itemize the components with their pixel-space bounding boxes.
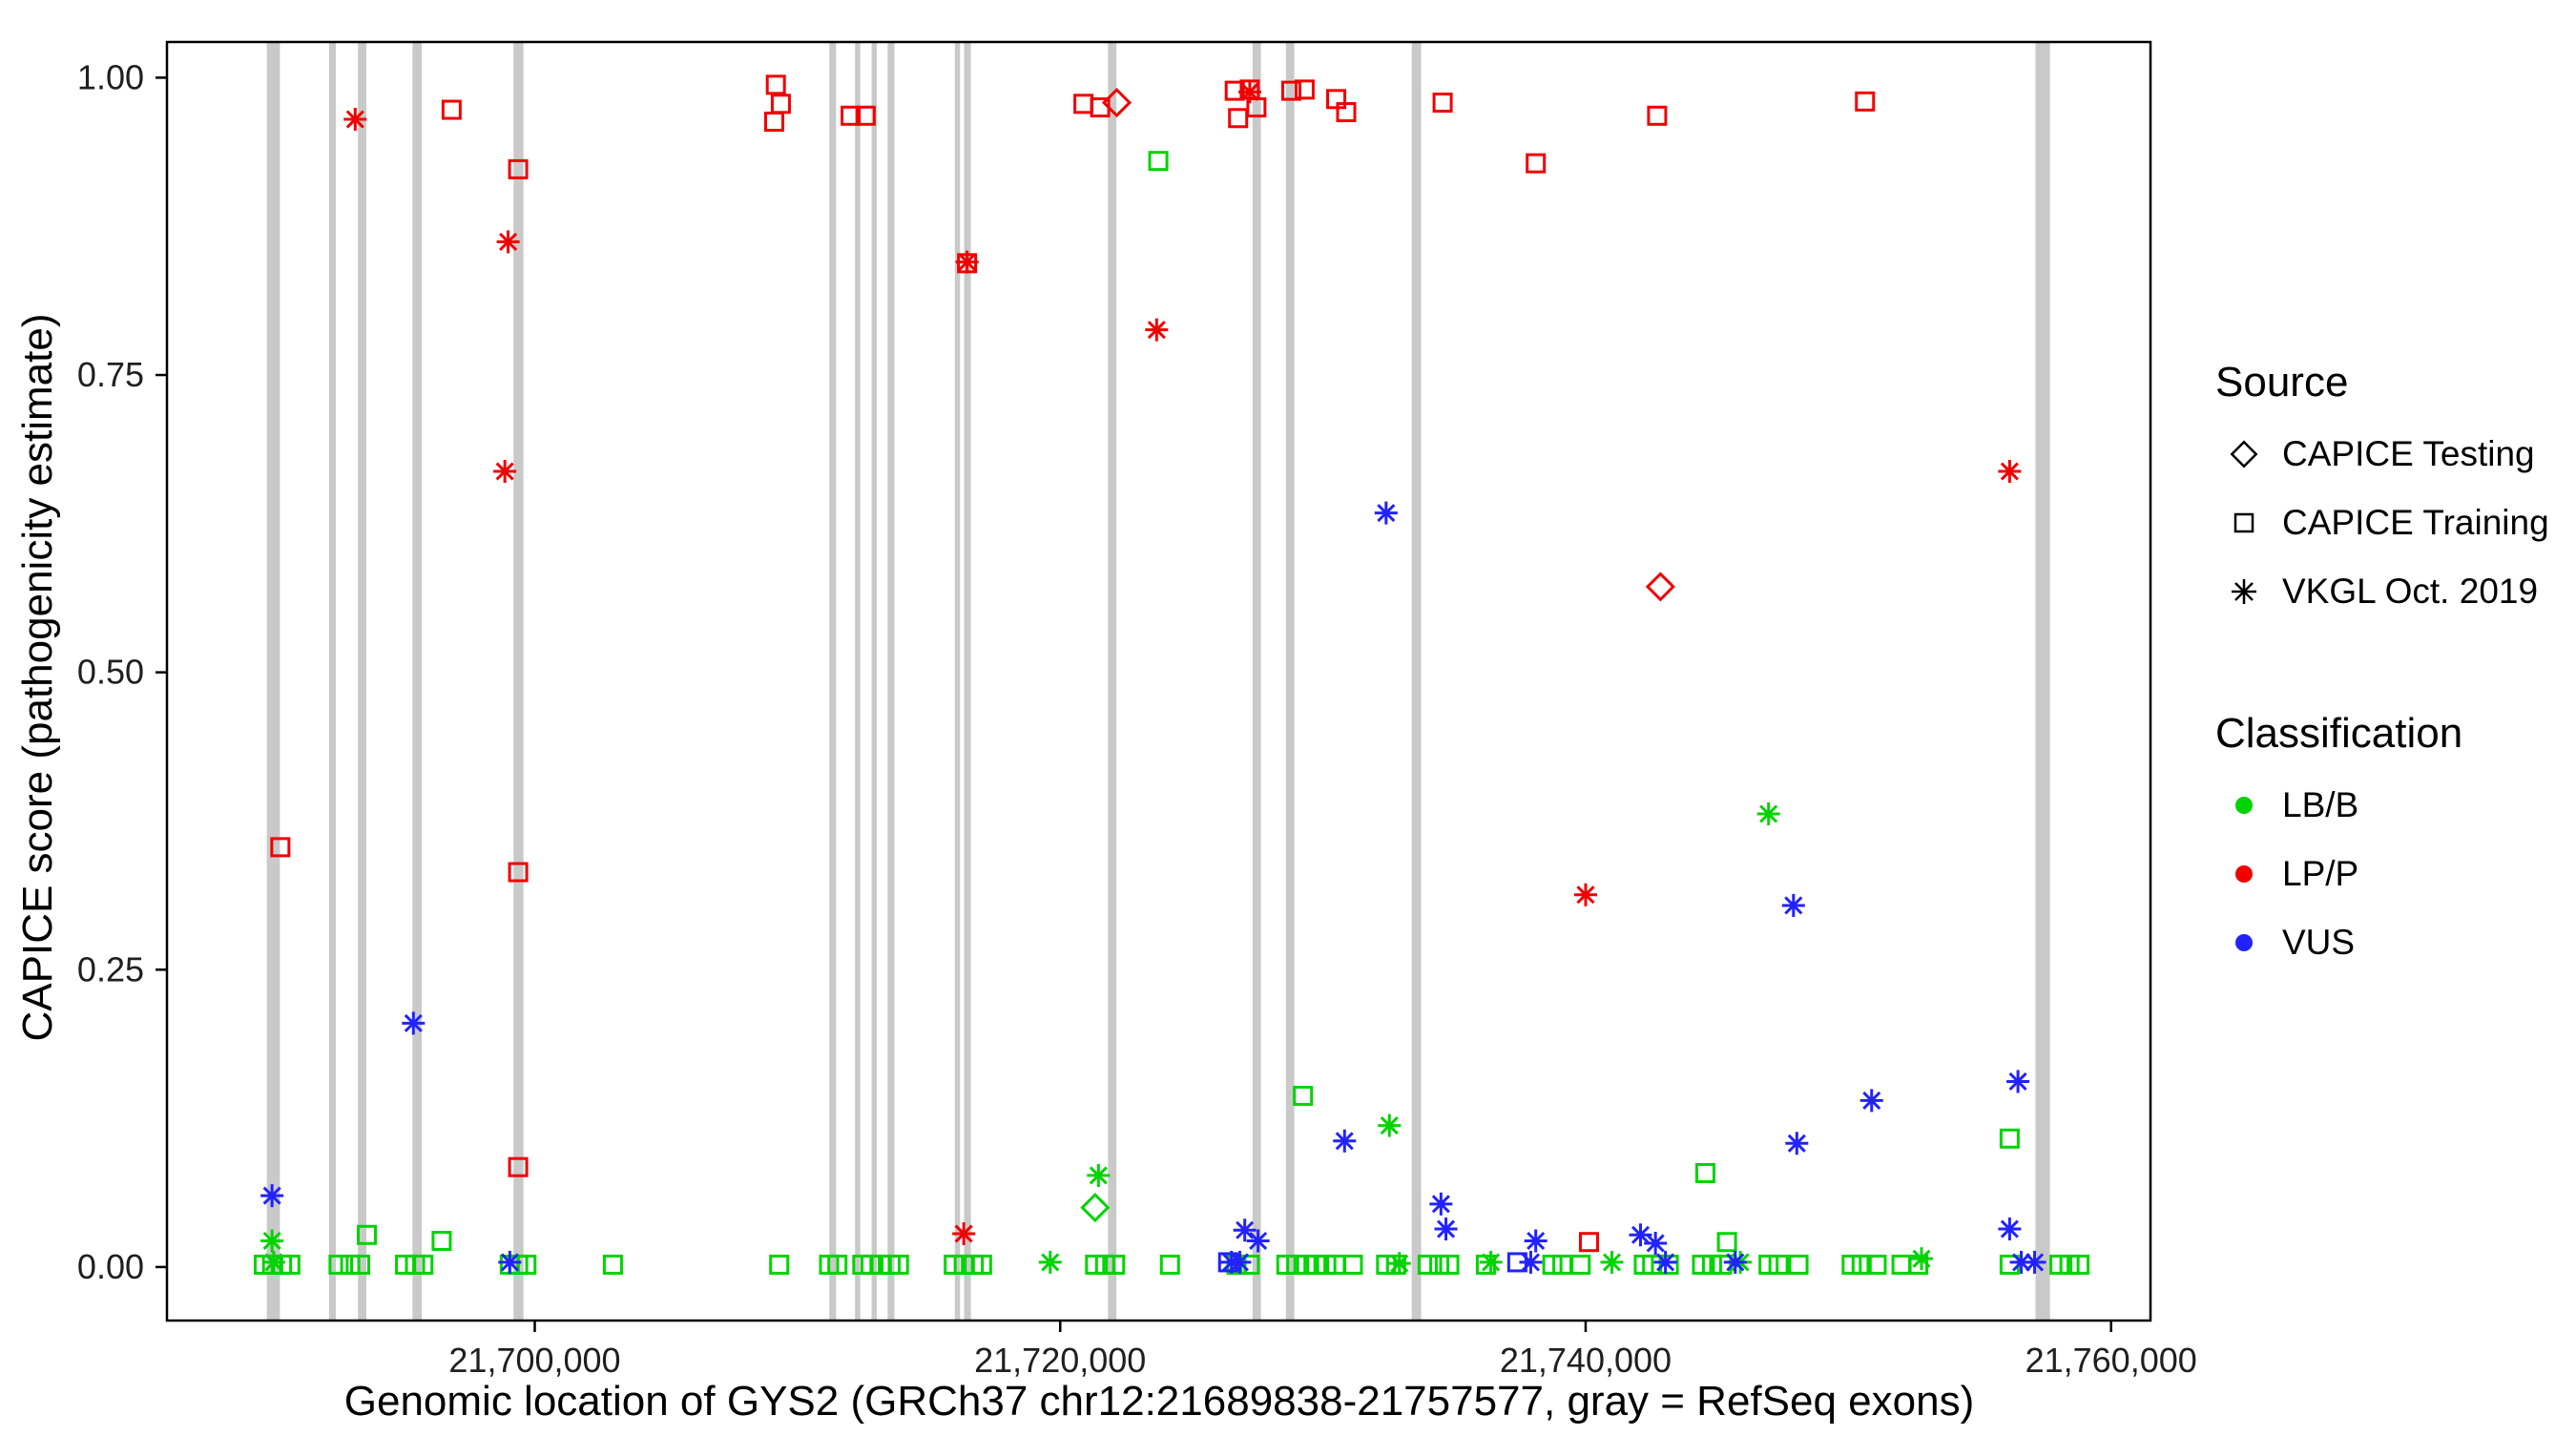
data-points [253, 74, 2090, 1276]
legend-item-vus: VUS [2215, 908, 2462, 977]
vus-dot-icon [2235, 934, 2253, 951]
exon-bar [855, 42, 861, 1321]
legend-item-lpp: LP/P [2215, 840, 2462, 908]
exon-bar [1411, 42, 1422, 1321]
exon-bar [1285, 42, 1295, 1321]
series-capice-training-lbb [253, 151, 2090, 1275]
x-tick-label: 21,720,000 [974, 1341, 1146, 1380]
series-capice-testing-lpp [1101, 88, 1675, 602]
diamond-icon [2230, 440, 2258, 468]
square-icon [2233, 512, 2254, 533]
legend-classification: Classification LB/B LP/P VUS [2215, 710, 2462, 977]
exon-bar [266, 42, 280, 1321]
lbb-dot-icon [2235, 797, 2253, 814]
legend-item-label: LB/B [2282, 785, 2359, 824]
legend-item-label: CAPICE Training [2282, 503, 2549, 542]
y-tick-label: 0.75 [77, 355, 144, 394]
legend-classification-title: Classification [2215, 710, 2463, 757]
exon-bar [871, 42, 878, 1321]
exon-bar [964, 42, 971, 1321]
y-tick-label: 1.00 [77, 57, 144, 96]
legend-item-label: LP/P [2282, 854, 2359, 893]
legend-item-capice-training: CAPICE Training [2215, 489, 2549, 557]
y-tick-label: 0.50 [77, 653, 144, 692]
exon-bar [328, 42, 337, 1321]
exon-bar [513, 42, 524, 1321]
legend-item-label: CAPICE Testing [2282, 434, 2535, 473]
legend-item-lbb: LB/B [2215, 771, 2462, 840]
series-vkgl-lbb [260, 801, 1934, 1276]
legend-source-title: Source [2215, 359, 2349, 406]
exon-bar [829, 42, 837, 1321]
series-capice-training-lpp [270, 74, 1876, 1253]
x-axis-title: Genomic location of GYS2 (GRCh37 chr12:2… [343, 1378, 1975, 1425]
y-axis-title: CAPICE score (pathogenicity estimate) [14, 313, 61, 1042]
exon-bar [1252, 42, 1261, 1321]
legend-source: Source CAPICE Testing CAPICE Training VK… [2215, 359, 2549, 626]
panel-border [165, 40, 2152, 1322]
exon-bar [1108, 42, 1117, 1321]
series-vkgl-vus [260, 501, 2046, 1274]
asterisk-icon [2232, 579, 2256, 604]
exon-bar [412, 42, 422, 1321]
legend-item-vkgl: VKGL Oct. 2019 [2215, 557, 2549, 626]
x-tick-label: 21,700,000 [448, 1341, 620, 1380]
exon-bar [954, 42, 961, 1321]
legend-item-label: VKGL Oct. 2019 [2282, 572, 2539, 611]
exon-bar [358, 42, 367, 1321]
y-tick-label: 0.25 [77, 949, 144, 989]
legend-item-capice-testing: CAPICE Testing [2215, 420, 2549, 489]
y-tick-label: 0.00 [77, 1247, 144, 1286]
exon-bars [266, 42, 2050, 1321]
series-capice-testing-lbb [1080, 1193, 1111, 1223]
series-vkgl-lpp [343, 80, 2022, 1246]
lpp-dot-icon [2235, 865, 2253, 883]
exon-bar [887, 42, 895, 1321]
x-tick-label: 21,760,000 [2025, 1341, 2197, 1380]
x-tick-label: 21,740,000 [1500, 1341, 1672, 1380]
exon-bar [2035, 42, 2050, 1321]
legend-item-label: VUS [2282, 923, 2356, 962]
